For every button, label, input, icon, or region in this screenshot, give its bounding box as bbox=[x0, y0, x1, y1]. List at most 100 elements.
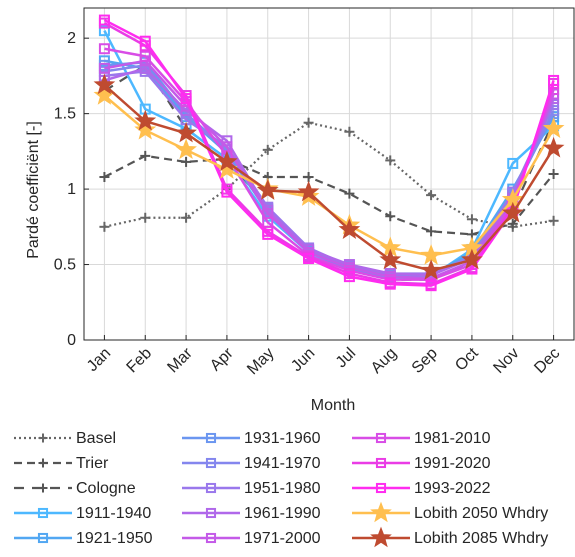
star-marker bbox=[134, 118, 157, 140]
legend-label: Trier bbox=[76, 455, 109, 472]
x-tick-label: Dec bbox=[531, 345, 563, 377]
plus-marker bbox=[344, 188, 355, 199]
x-tick-label: Jun bbox=[288, 345, 318, 375]
x-tick-label: Jul bbox=[333, 345, 359, 371]
y-tick-label: 2 bbox=[67, 30, 76, 47]
square-marker bbox=[507, 157, 519, 169]
series-line bbox=[104, 66, 555, 277]
legend-item: 1961-1990 bbox=[182, 505, 321, 522]
plus-marker bbox=[38, 458, 48, 468]
legend-item: 1931-1960 bbox=[182, 430, 321, 447]
series-1993-2022 bbox=[98, 14, 560, 292]
x-tick-label: Aug bbox=[368, 345, 400, 377]
legend-label: 1921-1950 bbox=[76, 530, 153, 547]
plus-marker bbox=[507, 218, 518, 229]
legend-item: 1991-2020 bbox=[352, 455, 491, 472]
star-marker bbox=[297, 180, 320, 202]
square-marker bbox=[205, 432, 217, 444]
star-marker bbox=[420, 259, 442, 280]
square-marker bbox=[425, 280, 437, 292]
series-line bbox=[103, 94, 555, 257]
x-axis-label: Month bbox=[311, 397, 355, 414]
star-marker bbox=[93, 73, 116, 95]
plus-marker bbox=[99, 172, 110, 183]
legend-item: Lobith 2085 Whdry bbox=[352, 526, 548, 548]
square-marker bbox=[221, 186, 233, 198]
star-marker bbox=[542, 117, 565, 138]
plus-marker bbox=[548, 169, 559, 179]
legend-item: 1993-2022 bbox=[352, 480, 491, 497]
x-tick-label: Apr bbox=[207, 344, 237, 374]
legend-label: Lobith 2085 Whdry bbox=[414, 530, 548, 547]
plus-marker bbox=[303, 172, 314, 183]
square-marker bbox=[98, 14, 110, 26]
legend-label: 1951-1980 bbox=[244, 480, 321, 497]
square-marker bbox=[98, 43, 110, 55]
legend-item: 1951-1980 bbox=[182, 480, 321, 497]
square-marker bbox=[139, 62, 151, 74]
legend-item: Cologne bbox=[14, 480, 136, 497]
star-marker bbox=[338, 218, 361, 240]
square-marker bbox=[262, 228, 274, 240]
square-marker bbox=[205, 482, 217, 494]
legend-label: Cologne bbox=[76, 480, 136, 497]
series-line bbox=[103, 63, 555, 281]
y-tick-label: 0.5 bbox=[54, 257, 76, 274]
legend-item: 1941-1970 bbox=[182, 455, 321, 472]
square-marker bbox=[98, 25, 110, 37]
series-line bbox=[103, 84, 555, 272]
plus-marker bbox=[38, 483, 48, 493]
legend-label: 1971-2000 bbox=[244, 530, 321, 547]
plus-marker bbox=[262, 144, 273, 155]
x-tick-label: Nov bbox=[490, 345, 522, 377]
legend: Basel Trier Cologne 1911-1940 1921-1950 1931-… bbox=[14, 430, 548, 548]
plus-marker bbox=[303, 117, 314, 128]
legend-label: 1941-1970 bbox=[244, 455, 321, 472]
x-tick-label: May bbox=[244, 345, 277, 378]
series-1951-1980 bbox=[98, 65, 560, 280]
plus-marker bbox=[466, 214, 477, 225]
series-lobith-2085-whdry bbox=[93, 73, 565, 280]
square-marker bbox=[98, 62, 110, 74]
legend-label: 1931-1960 bbox=[244, 430, 321, 447]
square-marker bbox=[139, 35, 151, 47]
plot-frame bbox=[83, 7, 575, 341]
star-marker bbox=[175, 138, 197, 160]
series-line bbox=[104, 121, 554, 228]
legend-label: 1911-1940 bbox=[76, 505, 151, 522]
y-tick-label: 0 bbox=[67, 332, 76, 349]
square-marker bbox=[180, 93, 192, 105]
legend-item: 1981-2010 bbox=[352, 430, 491, 447]
plus-marker bbox=[426, 190, 437, 201]
square-marker bbox=[139, 50, 151, 62]
legend-item: Lobith 2050 Whdry bbox=[352, 501, 548, 523]
legend-label: Basel bbox=[76, 430, 116, 447]
star-marker bbox=[370, 501, 392, 523]
square-marker bbox=[375, 457, 387, 469]
legend-label: Lobith 2050 Whdry bbox=[414, 505, 548, 522]
y-axis-label: Pardé coefficiënt [-] bbox=[25, 121, 42, 259]
plus-marker bbox=[385, 211, 396, 222]
square-marker bbox=[205, 532, 217, 544]
x-tick-label: Sep bbox=[409, 345, 441, 377]
star-marker bbox=[216, 150, 238, 172]
square-marker bbox=[548, 74, 560, 86]
square-marker bbox=[205, 507, 217, 519]
star-marker bbox=[256, 179, 279, 200]
plus-marker bbox=[38, 433, 48, 443]
square-marker bbox=[303, 253, 315, 265]
legend-item: Trier bbox=[14, 455, 109, 472]
x-tick-label: Oct bbox=[452, 344, 482, 374]
legend-label: 1981-2010 bbox=[414, 430, 491, 447]
square-marker bbox=[375, 432, 387, 444]
plus-marker bbox=[344, 126, 355, 137]
plus-marker bbox=[99, 221, 110, 232]
plus-marker bbox=[140, 150, 151, 161]
star-marker bbox=[379, 248, 402, 270]
star-marker bbox=[501, 201, 524, 223]
legend-item: 1971-2000 bbox=[182, 530, 321, 547]
star-marker bbox=[370, 526, 392, 548]
series-1981-2010 bbox=[98, 43, 560, 286]
